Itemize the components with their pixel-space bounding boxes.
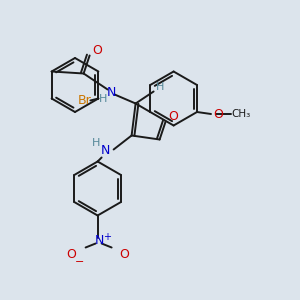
Text: H: H: [92, 139, 100, 148]
Text: −: −: [75, 257, 84, 268]
Text: O: O: [120, 248, 130, 261]
Text: O: O: [213, 107, 223, 121]
Text: Br: Br: [77, 94, 91, 107]
Text: N: N: [95, 234, 104, 247]
Text: H: H: [98, 94, 107, 104]
Text: N: N: [101, 144, 110, 157]
Text: H: H: [155, 82, 164, 92]
Text: +: +: [103, 232, 111, 242]
Text: O: O: [169, 110, 178, 123]
Text: N: N: [107, 86, 116, 99]
Text: O: O: [93, 44, 103, 57]
Text: CH₃: CH₃: [231, 109, 250, 119]
Text: O: O: [67, 248, 76, 261]
